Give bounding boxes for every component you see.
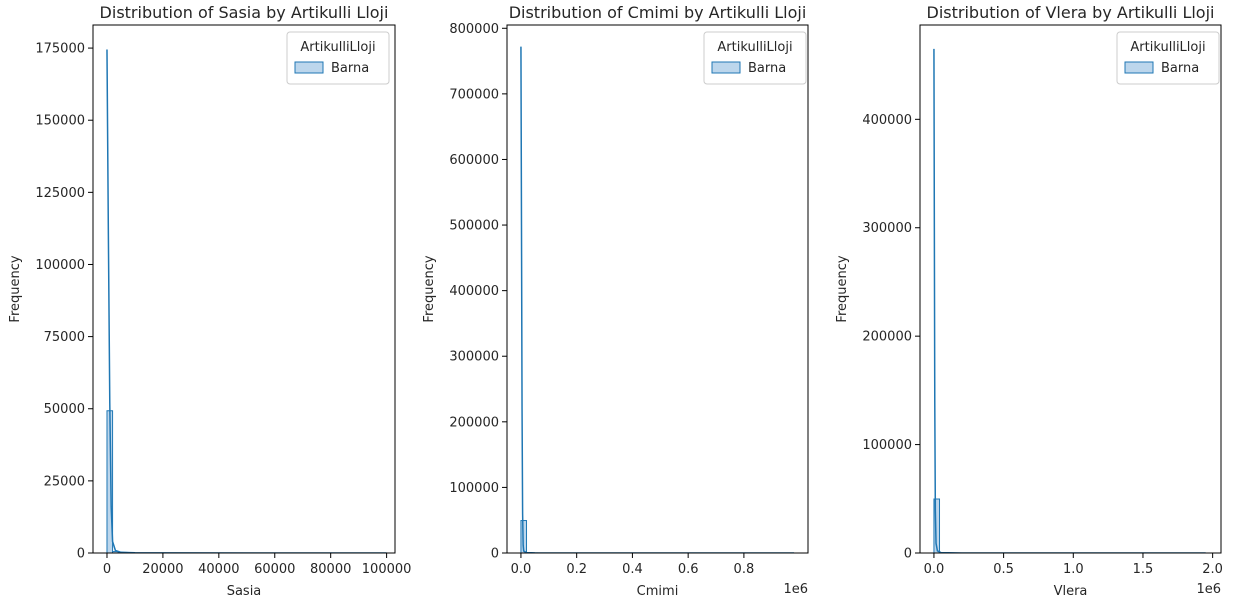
x-tick-label: 0.5 <box>993 562 1014 577</box>
legend: ArtikulliLloji Barna <box>703 31 807 85</box>
legend: ArtikulliLloji Barna <box>1116 31 1220 85</box>
chart-title: Distribution of Sasia by Artikulli Lloji <box>100 3 389 22</box>
y-tick-label: 0 <box>77 547 85 562</box>
x-tick-label: 80000 <box>310 562 351 577</box>
chart-1: 0 20000 40000 60000 80000 100000 0 25000 50000 75… <box>8 3 411 599</box>
y-axis-label: Frequency <box>835 255 850 322</box>
chart-3: 0.0 0.5 1.0 1.5 2.0 0 100000 200000 300000 400000… <box>835 3 1223 599</box>
x-tick-label: 100000 <box>362 562 412 577</box>
legend-swatch <box>294 61 324 74</box>
x-tick-label: 60000 <box>254 562 295 577</box>
x-tick-label: 1.5 <box>1133 562 1154 577</box>
x-tick-label: 0 <box>103 562 111 577</box>
y-tick-label: 200000 <box>862 330 912 345</box>
y-tick-label: 100000 <box>449 481 499 496</box>
y-tick-label: 400000 <box>449 284 499 299</box>
legend-swatch <box>711 61 741 74</box>
y-tick-label: 300000 <box>862 221 912 236</box>
y-tick-label: 700000 <box>449 87 499 102</box>
x-tick-label: 40000 <box>198 562 239 577</box>
y-tick-label: 175000 <box>35 42 85 57</box>
y-axis-label: Frequency <box>8 255 23 322</box>
kde-line <box>106 49 387 553</box>
plot-area <box>933 48 1206 553</box>
chart-title: Distribution of Vlera by Artikulli Lloji <box>927 3 1215 22</box>
x-tick-label: 1.0 <box>1063 562 1084 577</box>
legend-title: ArtikulliLloji <box>717 40 792 55</box>
x-tick-label: 0.2 <box>566 562 587 577</box>
y-tick-label: 0 <box>491 547 499 562</box>
y-tick-label: 600000 <box>449 153 499 168</box>
legend-entry: Barna <box>748 61 786 76</box>
axes-frame <box>92 24 396 554</box>
x-axis-label: Cmimi <box>637 584 679 599</box>
y-tick-label: 800000 <box>449 22 499 37</box>
legend-title: ArtikulliLloji <box>1130 40 1205 55</box>
y-tick-label: 50000 <box>44 402 85 417</box>
y-tick-label: 0 <box>904 547 912 562</box>
y-tick-label: 75000 <box>44 330 85 345</box>
plot-area <box>520 46 795 553</box>
y-tick-label: 125000 <box>35 186 85 201</box>
legend-swatch <box>1124 61 1154 74</box>
y-tick-label: 200000 <box>449 415 499 430</box>
x-offset-label: 1e6 <box>1196 582 1221 597</box>
x-offset-label: 1e6 <box>783 582 808 597</box>
legend-title: ArtikulliLloji <box>300 40 375 55</box>
x-tick-label: 2.0 <box>1202 562 1223 577</box>
y-tick-label: 400000 <box>862 113 912 128</box>
x-axis-label: Sasia <box>227 584 262 599</box>
x-tick-label: 0.4 <box>622 562 643 577</box>
y-tick-label: 300000 <box>449 350 499 365</box>
plot-area <box>106 49 387 553</box>
y-tick-label: 25000 <box>44 474 85 489</box>
x-axis-label: Vlera <box>1054 584 1088 599</box>
x-tick-label: 20000 <box>142 562 183 577</box>
kde-line <box>520 46 795 553</box>
x-tick-label: 0.0 <box>511 562 532 577</box>
x-tick-label: 0.0 <box>924 562 945 577</box>
legend: ArtikulliLloji Barna <box>286 31 390 85</box>
axes-frame <box>506 24 809 554</box>
kde-line <box>933 48 1206 553</box>
chart-title: Distribution of Cmimi by Artikulli Lloji <box>509 3 807 22</box>
y-axis-label: Frequency <box>422 255 437 322</box>
y-tick-label: 150000 <box>35 114 85 129</box>
y-tick-label: 100000 <box>862 438 912 453</box>
chart-2: 0.0 0.2 0.4 0.6 0.8 0 100000 200000 300000 400000… <box>422 3 809 599</box>
legend-entry: Barna <box>1161 61 1199 76</box>
x-tick-label: 0.8 <box>734 562 755 577</box>
y-tick-label: 100000 <box>35 258 85 273</box>
legend-entry: Barna <box>331 61 369 76</box>
x-tick-label: 0.6 <box>678 562 699 577</box>
axes-frame <box>919 24 1222 554</box>
y-tick-label: 500000 <box>449 219 499 234</box>
